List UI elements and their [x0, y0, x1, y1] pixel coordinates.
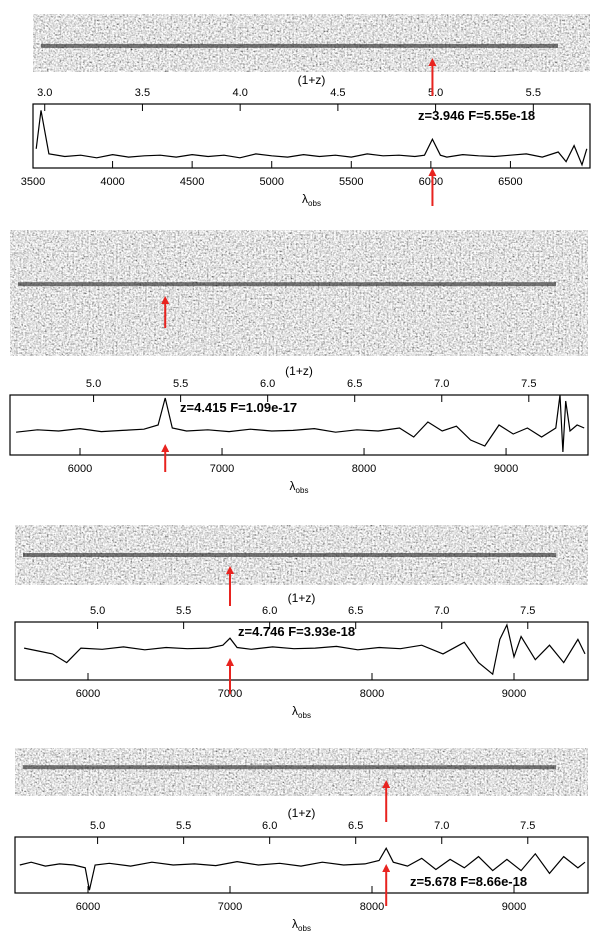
x2-tick-label: 5.0 — [90, 605, 105, 617]
x-tick-label: 4000 — [100, 176, 124, 188]
x-tick-label: 9000 — [494, 463, 518, 475]
plot-frame — [9, 394, 589, 456]
x2-axis-label: (1+z) — [288, 591, 316, 605]
x2-tick-label: 7.0 — [434, 378, 449, 390]
x-tick-label: 8000 — [360, 688, 384, 700]
trace-band — [41, 43, 558, 48]
x2-tick-label: 4.0 — [233, 87, 248, 99]
x2-tick-label: 5.5 — [173, 378, 188, 390]
x2-tick-label: 6.5 — [347, 378, 362, 390]
x2-tick-label: 7.5 — [521, 378, 536, 390]
annotation: z=4.415 F=1.09e-17 — [180, 400, 297, 415]
x2-tick-label: 5.0 — [428, 87, 443, 99]
x-tick-label: 7000 — [218, 901, 242, 913]
plot-frame — [14, 836, 589, 894]
x-tick-label: 6500 — [498, 176, 522, 188]
x-axis-label: λobs — [302, 192, 321, 208]
x2-tick-label: 4.5 — [330, 87, 345, 99]
x-axis-label: λobs — [292, 917, 311, 933]
spectrum-image — [15, 748, 588, 796]
x-tick-label: 5000 — [259, 176, 283, 188]
x2-tick-label: 6.5 — [348, 820, 363, 832]
x-axis-label-main: λ — [292, 704, 298, 718]
trace-band — [23, 765, 556, 770]
x2-tick-label: 5.0 — [86, 378, 101, 390]
x2-tick-label: 7.5 — [520, 820, 535, 832]
spectrum-line — [35, 110, 588, 167]
x-tick-label: 6000 — [76, 688, 100, 700]
x2-axis-label: (1+z) — [288, 806, 316, 820]
x2-tick-label: 3.0 — [37, 87, 52, 99]
x-tick-label: 6000 — [419, 176, 443, 188]
spectrum-panel: 6000 7000 8000 9000 5.0 5.5 6.0 6.5 7.0 7.5 (1+z) λ… — [14, 748, 589, 933]
x2-axis-label: (1+z) — [285, 364, 313, 378]
x-axis-label-main: λ — [292, 917, 298, 931]
x-axis-label: λobs — [290, 479, 309, 495]
annotation: z=3.946 F=5.55e-18 — [418, 108, 535, 123]
x2-tick-label: 5.5 — [176, 605, 191, 617]
x2-tick-label: 6.5 — [348, 605, 363, 617]
x-axis-label-sub: obs — [298, 711, 311, 720]
x-axis-label-sub: obs — [298, 924, 311, 933]
x-tick-label: 8000 — [352, 463, 376, 475]
x-tick-label: 9000 — [502, 688, 526, 700]
x2-tick-label: 3.5 — [135, 87, 150, 99]
plot-frame — [14, 621, 589, 681]
x-tick-label: 6000 — [76, 901, 100, 913]
annotation: z=5.678 F=8.66e-18 — [410, 874, 527, 889]
x2-tick-label: 6.0 — [262, 605, 277, 617]
x-tick-label: 5500 — [339, 176, 363, 188]
x-tick-label: 3500 — [21, 176, 45, 188]
x-tick-label: 6000 — [68, 463, 92, 475]
x2-tick-label: 6.0 — [260, 378, 275, 390]
x-axis-label-sub: obs — [296, 486, 309, 495]
spectrum-image — [10, 230, 588, 356]
spectrum-panel: 3500 4000 4500 5000 5500 6000 6500 3.0 3.5 4.0 4.5… — [21, 14, 591, 208]
spectrum-line — [23, 623, 586, 676]
x-tick-label: 8000 — [360, 901, 384, 913]
x2-tick-label: 7.5 — [520, 605, 535, 617]
plot-frame — [32, 103, 591, 169]
trace-band — [23, 553, 556, 557]
spectrum-line — [16, 394, 585, 453]
x-tick-label: 9000 — [502, 901, 526, 913]
x2-axis-label: (1+z) — [298, 73, 326, 87]
spectrum-panel: 60007000800090005.05.56.06.57.07.5(1+z)λ… — [14, 525, 589, 720]
x2-tick-label: 5.5 — [526, 87, 541, 99]
x-tick-label: 4500 — [180, 176, 204, 188]
x-axis-label-main: λ — [290, 479, 296, 493]
x2-tick-label: 7.0 — [434, 820, 449, 832]
spectrum-image — [33, 14, 590, 72]
x2-tick-label: 6.0 — [262, 820, 277, 832]
spectrum-panel: 6000 7000 8000 9000 5.0 5.5 6.0 6.5 7.0 7.5 (1+z) λ… — [9, 230, 589, 495]
x-axis-label-sub: obs — [308, 199, 321, 208]
annotation: z=4.746 F=3.93e-18 — [238, 624, 355, 639]
x2-tick-label: 5.0 — [90, 820, 105, 832]
x2-tick-label: 7.0 — [434, 605, 449, 617]
x-axis-label-main: λ — [302, 192, 308, 206]
spectrum-line — [19, 846, 586, 891]
x2-tick-label: 5.5 — [176, 820, 191, 832]
x-axis-label: λobs — [292, 704, 311, 720]
trace-band — [18, 282, 556, 287]
x-tick-label: 7000 — [210, 463, 234, 475]
